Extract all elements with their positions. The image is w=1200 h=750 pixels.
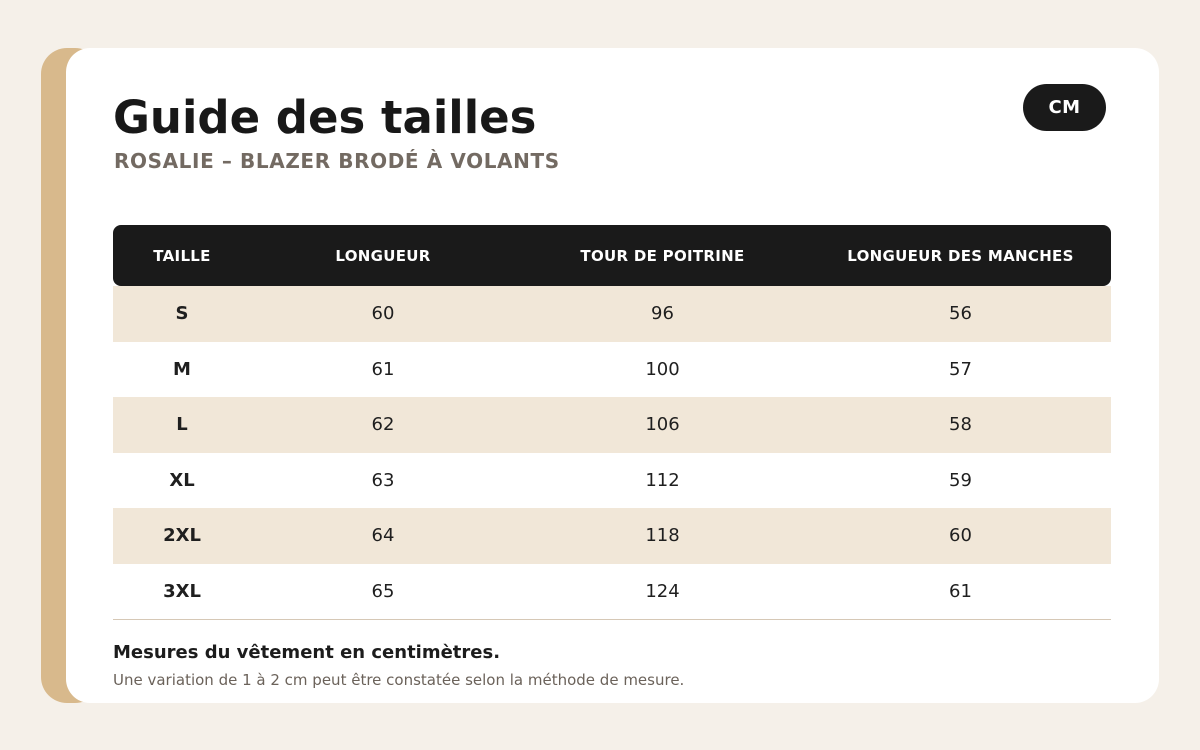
size-cell: S: [113, 286, 251, 342]
table-row: L 62 106 58: [113, 397, 1111, 453]
size-cell: 2XL: [113, 508, 251, 564]
table-row: 2XL 64 118 60: [113, 508, 1111, 564]
table-row: S 60 96 56: [113, 286, 1111, 342]
size-guide-card: Guide des tailles ROSALIE – BLAZER BRODÉ…: [66, 48, 1159, 703]
sleeve-cell: 59: [949, 469, 972, 491]
chest-cell: 118: [515, 508, 810, 564]
column-header-chest: TOUR DE POITRINE: [515, 225, 810, 286]
length-cell: 65: [251, 563, 515, 620]
page-title: Guide des tailles: [113, 91, 537, 144]
table-row: 3XL 65 124 61: [113, 563, 1111, 620]
size-cell: M: [173, 358, 191, 380]
column-header-sleeve: LONGUEUR DES MANCHES: [810, 225, 1111, 286]
sleeve-cell: 57: [949, 358, 972, 380]
length-cell: 61: [371, 358, 395, 380]
size-cell: 3XL: [113, 563, 251, 620]
table-row: M 61 100 57: [113, 342, 1111, 398]
unit-toggle-button[interactable]: CM: [1023, 84, 1106, 131]
table-row: XL 63 112 59: [113, 453, 1111, 509]
length-cell: 63: [371, 469, 395, 491]
size-table: TAILLE LONGUEUR TOUR DE POITRINE LONGUEU…: [113, 225, 1111, 620]
size-cell: L: [113, 397, 251, 453]
sleeve-cell: 60: [810, 508, 1111, 564]
chest-cell: 106: [515, 397, 810, 453]
sleeve-cell: 61: [810, 563, 1111, 620]
measurement-note: Mesures du vêtement en centimètres.: [113, 642, 501, 663]
column-header-length: LONGUEUR: [251, 225, 515, 286]
length-cell: 62: [251, 397, 515, 453]
chest-cell: 112: [645, 469, 680, 491]
length-cell: 64: [251, 508, 515, 564]
table-header-row: TAILLE LONGUEUR TOUR DE POITRINE LONGUEU…: [113, 225, 1111, 286]
chest-cell: 100: [645, 358, 680, 380]
size-cell: XL: [169, 469, 195, 491]
chest-cell: 124: [515, 563, 810, 620]
chest-cell: 96: [515, 286, 810, 342]
variation-disclaimer: Une variation de 1 à 2 cm peut être cons…: [113, 671, 685, 689]
product-subtitle: ROSALIE – BLAZER BRODÉ À VOLANTS: [114, 149, 560, 173]
length-cell: 60: [251, 286, 515, 342]
sleeve-cell: 58: [810, 397, 1111, 453]
sleeve-cell: 56: [810, 286, 1111, 342]
column-header-size: TAILLE: [113, 225, 251, 286]
